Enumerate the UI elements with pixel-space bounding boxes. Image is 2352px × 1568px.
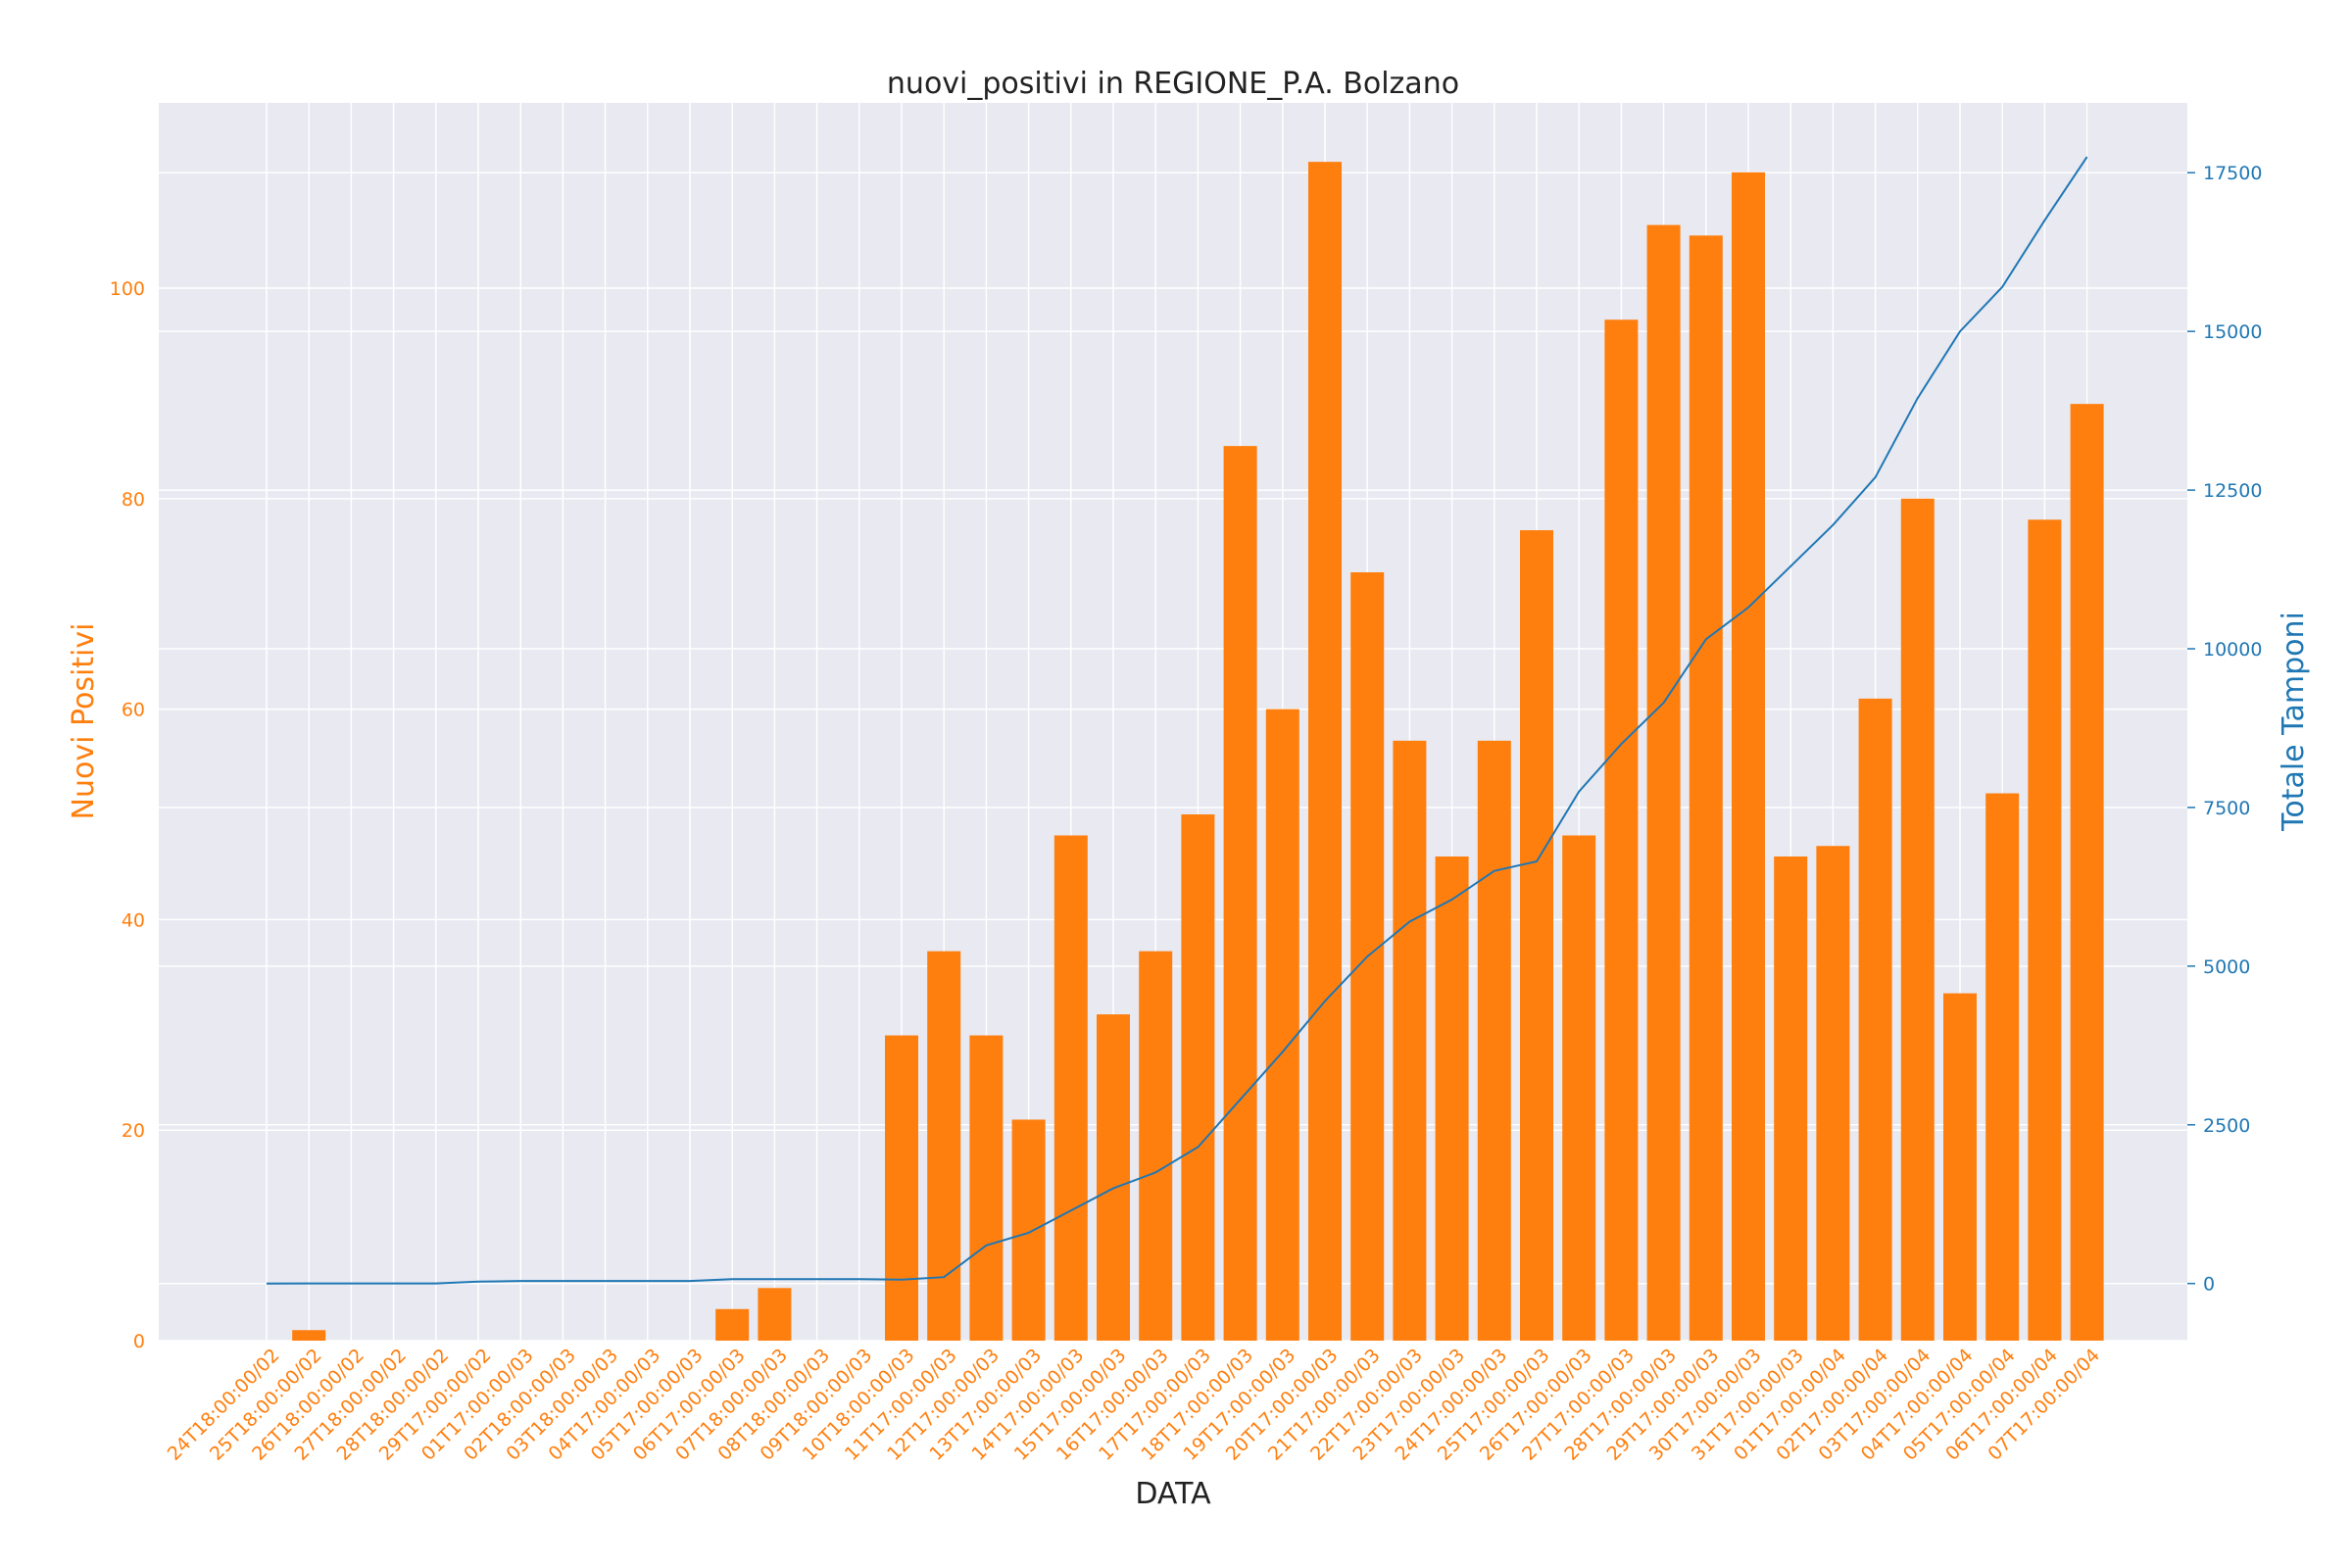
bar (1181, 814, 1215, 1341)
bar (1562, 835, 1596, 1341)
y-tick-label-right: 12500 (2203, 480, 2262, 502)
y-tick-label-right: 10000 (2203, 639, 2262, 661)
y-tick-label-left: 40 (122, 909, 145, 931)
bar (1435, 856, 1469, 1341)
bar (2028, 519, 2062, 1341)
bar (1223, 446, 1257, 1342)
bar (715, 1308, 750, 1341)
bar (1858, 698, 1892, 1341)
bar (1393, 740, 1427, 1341)
bar (1477, 740, 1511, 1341)
bar (1646, 224, 1681, 1341)
bar (1985, 793, 2020, 1341)
y-tick-label-right: 0 (2203, 1274, 2215, 1296)
bar (292, 1330, 326, 1341)
bar (1054, 835, 1088, 1341)
bar (1900, 498, 1935, 1342)
y-axis-label-right: Totale Tamponi (2277, 612, 2311, 832)
y-tick-label-left: 100 (110, 278, 145, 300)
bar (885, 1035, 918, 1341)
y-tick-label-left: 0 (133, 1331, 145, 1352)
y-tick-label-left: 20 (122, 1120, 145, 1142)
bar (1308, 162, 1342, 1342)
bar (1520, 530, 1553, 1341)
y-tick-label-right: 15000 (2203, 321, 2262, 343)
bar (758, 1288, 792, 1341)
bar (1097, 1014, 1130, 1341)
bar (1604, 319, 1639, 1342)
y-tick-label-left: 60 (122, 700, 145, 721)
bar (927, 951, 961, 1341)
bars (292, 162, 2104, 1342)
chart-title: nuovi_positivi in REGIONE_P.A. Bolzano (887, 67, 1459, 101)
y-tick-label-right: 17500 (2203, 163, 2262, 184)
bar (1265, 709, 1299, 1341)
bar (1689, 235, 1723, 1342)
bar (1732, 172, 1765, 1341)
bar (1139, 951, 1173, 1341)
bar (1011, 1119, 1046, 1341)
x-axis-label: DATA (1135, 1477, 1211, 1511)
y-tick-label-right: 7500 (2203, 798, 2250, 819)
horizontal-gridlines (159, 172, 2187, 1342)
y-tick-label-right: 5000 (2203, 956, 2250, 978)
y-tick-label-left: 80 (122, 489, 145, 511)
y-tick-label-right: 2500 (2203, 1115, 2250, 1137)
bar (1774, 856, 1808, 1341)
x-axis-ticks: 24T18:00:00/0225T18:00:00/0226T18:00:00/… (164, 1345, 2104, 1465)
bar (969, 1035, 1004, 1341)
bar (2070, 404, 2104, 1341)
bar (1816, 846, 1850, 1341)
right-axis-ticks: 0 2500 5000 7500 10000 12500 15000 17500 (2187, 163, 2262, 1296)
y-axis-label-left: Nuovi Positivi (67, 623, 101, 820)
bar (1943, 993, 1977, 1341)
series-line-totale-tamponi (266, 156, 2088, 1285)
left-axis-ticks: 0 20 40 60 80 100 (110, 278, 145, 1352)
